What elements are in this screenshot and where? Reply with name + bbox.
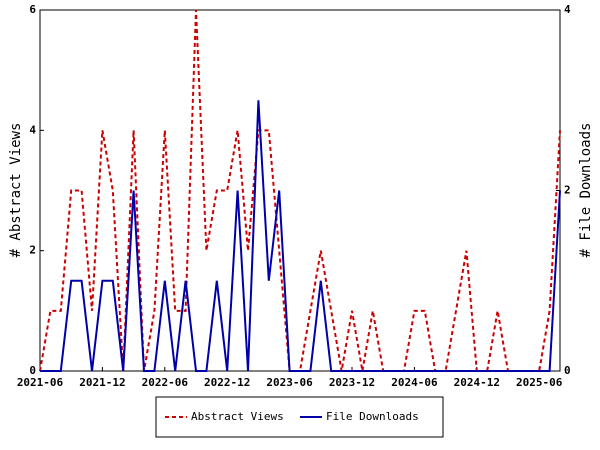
y-tick-label: 0 [29,364,36,377]
y2-tick-label: 4 [564,3,571,16]
x-tick-label: 2022-06 [142,376,189,389]
x-tick-label: 2024-12 [454,376,500,389]
x-tick-label: 2021-06 [17,376,64,389]
legend-label: File Downloads [326,410,419,423]
legend-label: Abstract Views [191,410,284,423]
x-tick-label: 2023-12 [329,376,375,389]
x-tick-label: 2022-12 [204,376,250,389]
y-tick-label: 4 [29,123,36,136]
series-line [39,9,561,372]
y-axis-label: # Abstract Views [8,123,24,258]
x-tick-label: 2024-06 [391,376,438,389]
y-tick-label: 2 [29,244,36,257]
x-tick-label: 2025-06 [516,376,563,389]
x-tick-label: 2023-06 [266,376,313,389]
x-tick-label: 2021-12 [79,376,125,389]
legend-box [155,396,444,438]
series-line [40,100,561,372]
y2-axis-label: # File Downloads [578,123,594,258]
y2-tick-label: 0 [564,364,571,377]
y2-tick-label: 2 [564,184,571,197]
plot-frame [39,9,561,372]
y-tick-label: 6 [29,3,36,16]
